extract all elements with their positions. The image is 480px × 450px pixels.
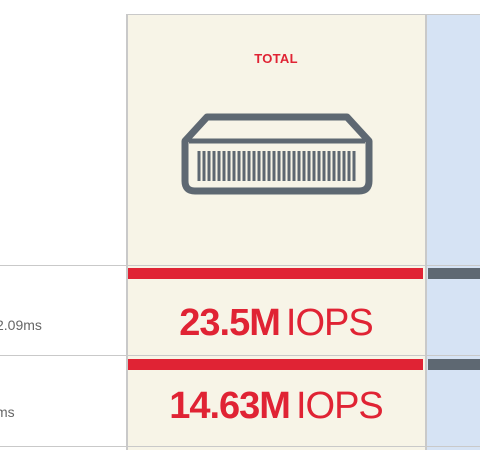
column-divider — [425, 14, 427, 450]
metric-value: 23.5M — [179, 302, 281, 344]
column-header-total: TOTAL — [254, 51, 298, 66]
metric-value: 14.63M — [169, 385, 291, 427]
row-label: 2.09ms — [0, 317, 42, 333]
row-divider — [0, 355, 480, 356]
row-divider — [0, 446, 480, 447]
row-accent-bar — [428, 359, 480, 370]
total-iops-value: 14.63M IOPS — [127, 386, 425, 426]
row-divider — [0, 265, 480, 266]
storage-device-icon — [181, 113, 373, 195]
row-accent-bar — [128, 268, 423, 279]
row-accent-bar — [128, 359, 423, 370]
metric-unit: IOPS — [285, 302, 374, 344]
total-column — [127, 14, 425, 450]
row-label: ms — [0, 404, 15, 420]
table-top-border — [127, 14, 480, 15]
metric-unit: IOPS — [295, 385, 384, 427]
row-accent-bar — [428, 268, 480, 279]
column-divider — [126, 14, 128, 450]
next-column — [427, 14, 480, 450]
total-iops-value: 23.5M IOPS — [127, 303, 425, 343]
